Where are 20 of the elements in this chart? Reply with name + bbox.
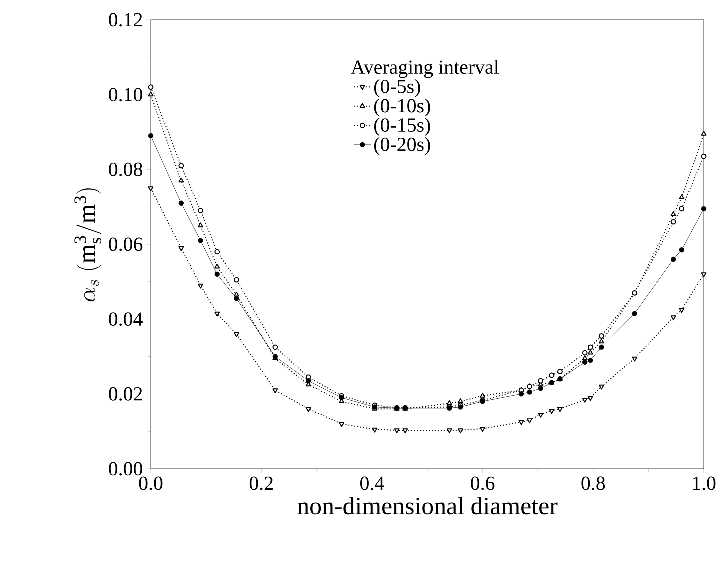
legend-label: (0-5s) bbox=[374, 79, 420, 98]
x-axis-title: non-dimensional diameter bbox=[298, 497, 558, 515]
y-tick-label: 0.10 bbox=[109, 88, 142, 102]
x-tick-label: 0.0 bbox=[139, 476, 163, 490]
y-tick-label: 0.08 bbox=[109, 162, 142, 176]
y-tick-label: 0.12 bbox=[109, 13, 142, 27]
legend-label: (0-10s) bbox=[374, 98, 430, 117]
y-axis-title: $\alpha_s\ (\mathrm{m_s^3/m^3})$ bbox=[74, 188, 102, 302]
legend-label: (0-15s) bbox=[374, 118, 430, 136]
y-tick-label: 0.00 bbox=[109, 462, 142, 476]
x-tick-label: 0.4 bbox=[360, 476, 384, 490]
x-tick-label: 1.0 bbox=[693, 476, 716, 490]
y-tick-label: 0.06 bbox=[109, 238, 143, 252]
legend-title: Averaging interval bbox=[351, 60, 499, 78]
x-tick-label: 0.8 bbox=[582, 476, 606, 490]
x-tick-label: 0.2 bbox=[250, 476, 273, 490]
y-tick-label: 0.04 bbox=[109, 312, 143, 326]
legend-label: (0-20s) bbox=[374, 137, 430, 156]
y-tick-label: 0.02 bbox=[109, 387, 142, 401]
x-tick-label: 0.6 bbox=[471, 476, 495, 490]
